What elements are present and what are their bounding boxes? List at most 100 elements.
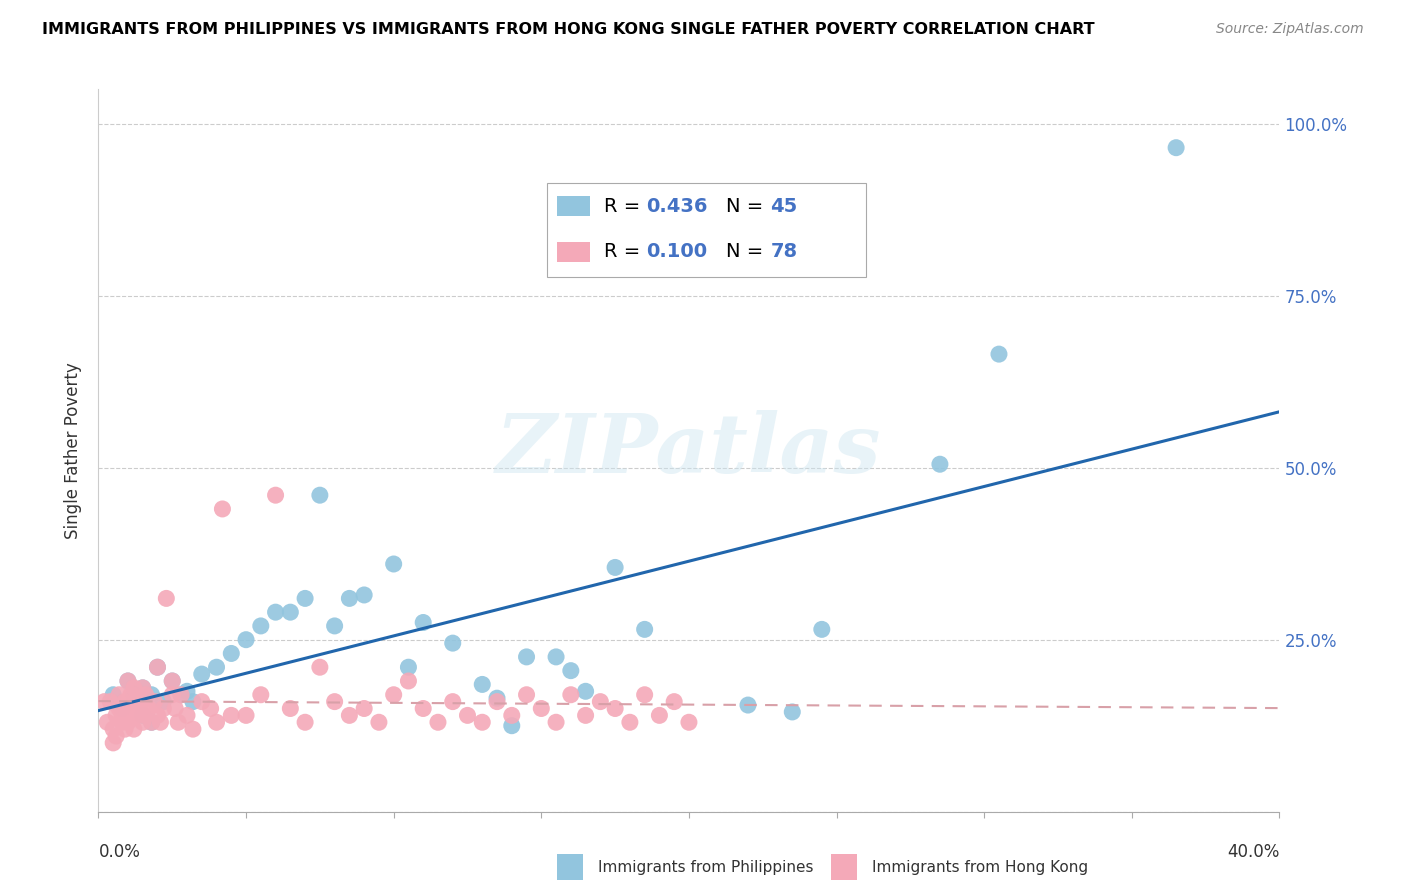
Point xyxy=(146,660,169,674)
Point xyxy=(382,688,405,702)
Point xyxy=(122,681,145,695)
Point xyxy=(191,695,214,709)
Point xyxy=(471,677,494,691)
Point xyxy=(471,715,494,730)
Point xyxy=(141,715,163,730)
Point xyxy=(250,688,273,702)
Point xyxy=(546,715,568,730)
Point xyxy=(1166,141,1188,155)
Point xyxy=(165,701,187,715)
Text: R =: R = xyxy=(605,243,647,261)
Point xyxy=(605,560,627,574)
Point xyxy=(120,688,142,702)
Point xyxy=(146,708,169,723)
Point xyxy=(546,649,568,664)
Point xyxy=(988,347,1011,361)
Point xyxy=(135,708,157,723)
Point xyxy=(412,701,434,715)
Point xyxy=(486,691,509,706)
Point xyxy=(235,632,257,647)
Point xyxy=(368,715,391,730)
Point xyxy=(323,619,346,633)
Point xyxy=(117,673,139,688)
Point xyxy=(103,688,125,702)
Text: Source: ZipAtlas.com: Source: ZipAtlas.com xyxy=(1216,22,1364,37)
Point xyxy=(132,708,155,723)
Point xyxy=(149,715,172,730)
Point xyxy=(132,681,155,695)
Point xyxy=(143,695,166,709)
Point xyxy=(664,695,686,709)
Point xyxy=(96,715,118,730)
Point xyxy=(634,688,657,702)
Point xyxy=(634,623,657,637)
Point xyxy=(648,708,671,723)
Point xyxy=(114,695,136,709)
Point xyxy=(516,649,538,664)
Point xyxy=(132,715,155,730)
Point xyxy=(122,688,145,702)
Point xyxy=(280,701,302,715)
Point xyxy=(117,701,139,715)
Point xyxy=(117,715,139,730)
Point xyxy=(135,688,157,702)
Point xyxy=(205,715,228,730)
Point xyxy=(501,719,523,733)
Point xyxy=(152,695,174,709)
Point xyxy=(117,673,139,688)
Point xyxy=(339,591,361,606)
Point xyxy=(382,557,405,571)
Text: ZIPatlas: ZIPatlas xyxy=(496,410,882,491)
Point xyxy=(191,667,214,681)
Point xyxy=(200,701,222,715)
Point xyxy=(412,615,434,630)
Point xyxy=(264,605,287,619)
Point xyxy=(138,701,160,715)
Point xyxy=(103,722,125,736)
Point xyxy=(105,729,128,743)
Point xyxy=(619,715,641,730)
Text: 0.0%: 0.0% xyxy=(98,843,141,861)
Point xyxy=(737,698,759,712)
Text: N =: N = xyxy=(725,197,769,216)
Point xyxy=(501,708,523,723)
Point xyxy=(530,701,553,715)
Point xyxy=(309,660,332,674)
Point xyxy=(132,681,155,695)
Text: Immigrants from Hong Kong: Immigrants from Hong Kong xyxy=(872,860,1088,874)
Point xyxy=(323,695,346,709)
Text: 0.436: 0.436 xyxy=(647,197,709,216)
FancyBboxPatch shape xyxy=(547,183,866,277)
Point xyxy=(398,660,420,674)
Point xyxy=(170,688,193,702)
Text: N =: N = xyxy=(725,243,769,261)
Point xyxy=(398,673,420,688)
Point xyxy=(125,695,148,709)
Point xyxy=(250,619,273,633)
Point xyxy=(176,684,198,698)
Point xyxy=(152,701,174,715)
Y-axis label: Single Father Poverty: Single Father Poverty xyxy=(65,362,83,539)
Point xyxy=(294,591,316,606)
Point xyxy=(108,688,131,702)
Point xyxy=(486,695,509,709)
Point xyxy=(111,715,134,730)
Point xyxy=(141,715,163,730)
Point xyxy=(103,736,125,750)
Point xyxy=(146,660,169,674)
Point xyxy=(167,715,190,730)
Point xyxy=(782,705,804,719)
Point xyxy=(294,715,316,730)
Point xyxy=(589,695,612,709)
Point xyxy=(122,722,145,736)
Text: Immigrants from Philippines: Immigrants from Philippines xyxy=(598,860,813,874)
Point xyxy=(141,688,163,702)
Point xyxy=(93,695,115,709)
Text: R =: R = xyxy=(605,197,647,216)
Point xyxy=(810,623,832,637)
Point xyxy=(427,715,450,730)
Point xyxy=(441,636,464,650)
Point xyxy=(181,722,204,736)
Text: 0.100: 0.100 xyxy=(647,243,707,261)
Point xyxy=(560,688,582,702)
